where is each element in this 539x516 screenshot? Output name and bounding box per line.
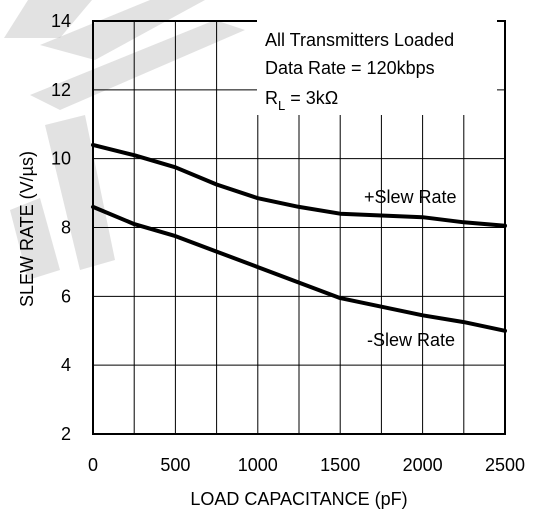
rl-prefix: R	[265, 88, 278, 108]
y-tick-label: 6	[61, 286, 71, 306]
y-axis-title: SLEW RATE (V/µs)	[17, 151, 37, 307]
series-line-minus-slew	[91, 204, 507, 333]
y-tick-label: 12	[51, 80, 71, 100]
x-tick-label: 500	[160, 455, 190, 475]
annotation-line-2: Data Rate = 120kbps	[265, 58, 435, 78]
x-tick-label: 1000	[238, 455, 278, 475]
y-tick-label: 4	[61, 355, 71, 375]
y-tick-labels: 2 4 6 8 10 12 14	[51, 11, 71, 444]
series-label-plus-slew: +Slew Rate	[364, 187, 457, 207]
series-label-minus-slew: -Slew Rate	[367, 330, 455, 350]
x-tick-labels: 0 500 1000 1500 2000 2500	[88, 455, 525, 475]
annotation-background	[257, 20, 497, 115]
x-tick-label: 1500	[320, 455, 360, 475]
rl-subscript: L	[278, 98, 285, 113]
y-tick-label: 2	[61, 424, 71, 444]
x-tick-label: 2000	[403, 455, 443, 475]
x-tick-label: 2500	[485, 455, 525, 475]
y-tick-label: 8	[61, 218, 71, 238]
y-tick-label: 10	[51, 149, 71, 169]
x-axis-title: LOAD CAPACITANCE (pF)	[190, 489, 407, 509]
rl-suffix: = 3kΩ	[285, 88, 338, 108]
series-lines	[91, 142, 507, 333]
annotation-line-1: All Transmitters Loaded	[265, 30, 454, 50]
watermark-logo	[4, 0, 245, 280]
annotation-box: All Transmitters Loaded Data Rate = 120k…	[257, 20, 497, 115]
x-tick-label: 0	[88, 455, 98, 475]
series-line-plus-slew	[91, 142, 507, 228]
y-tick-label: 14	[51, 11, 71, 31]
annotation-line-3: RL = 3kΩ	[265, 88, 338, 113]
